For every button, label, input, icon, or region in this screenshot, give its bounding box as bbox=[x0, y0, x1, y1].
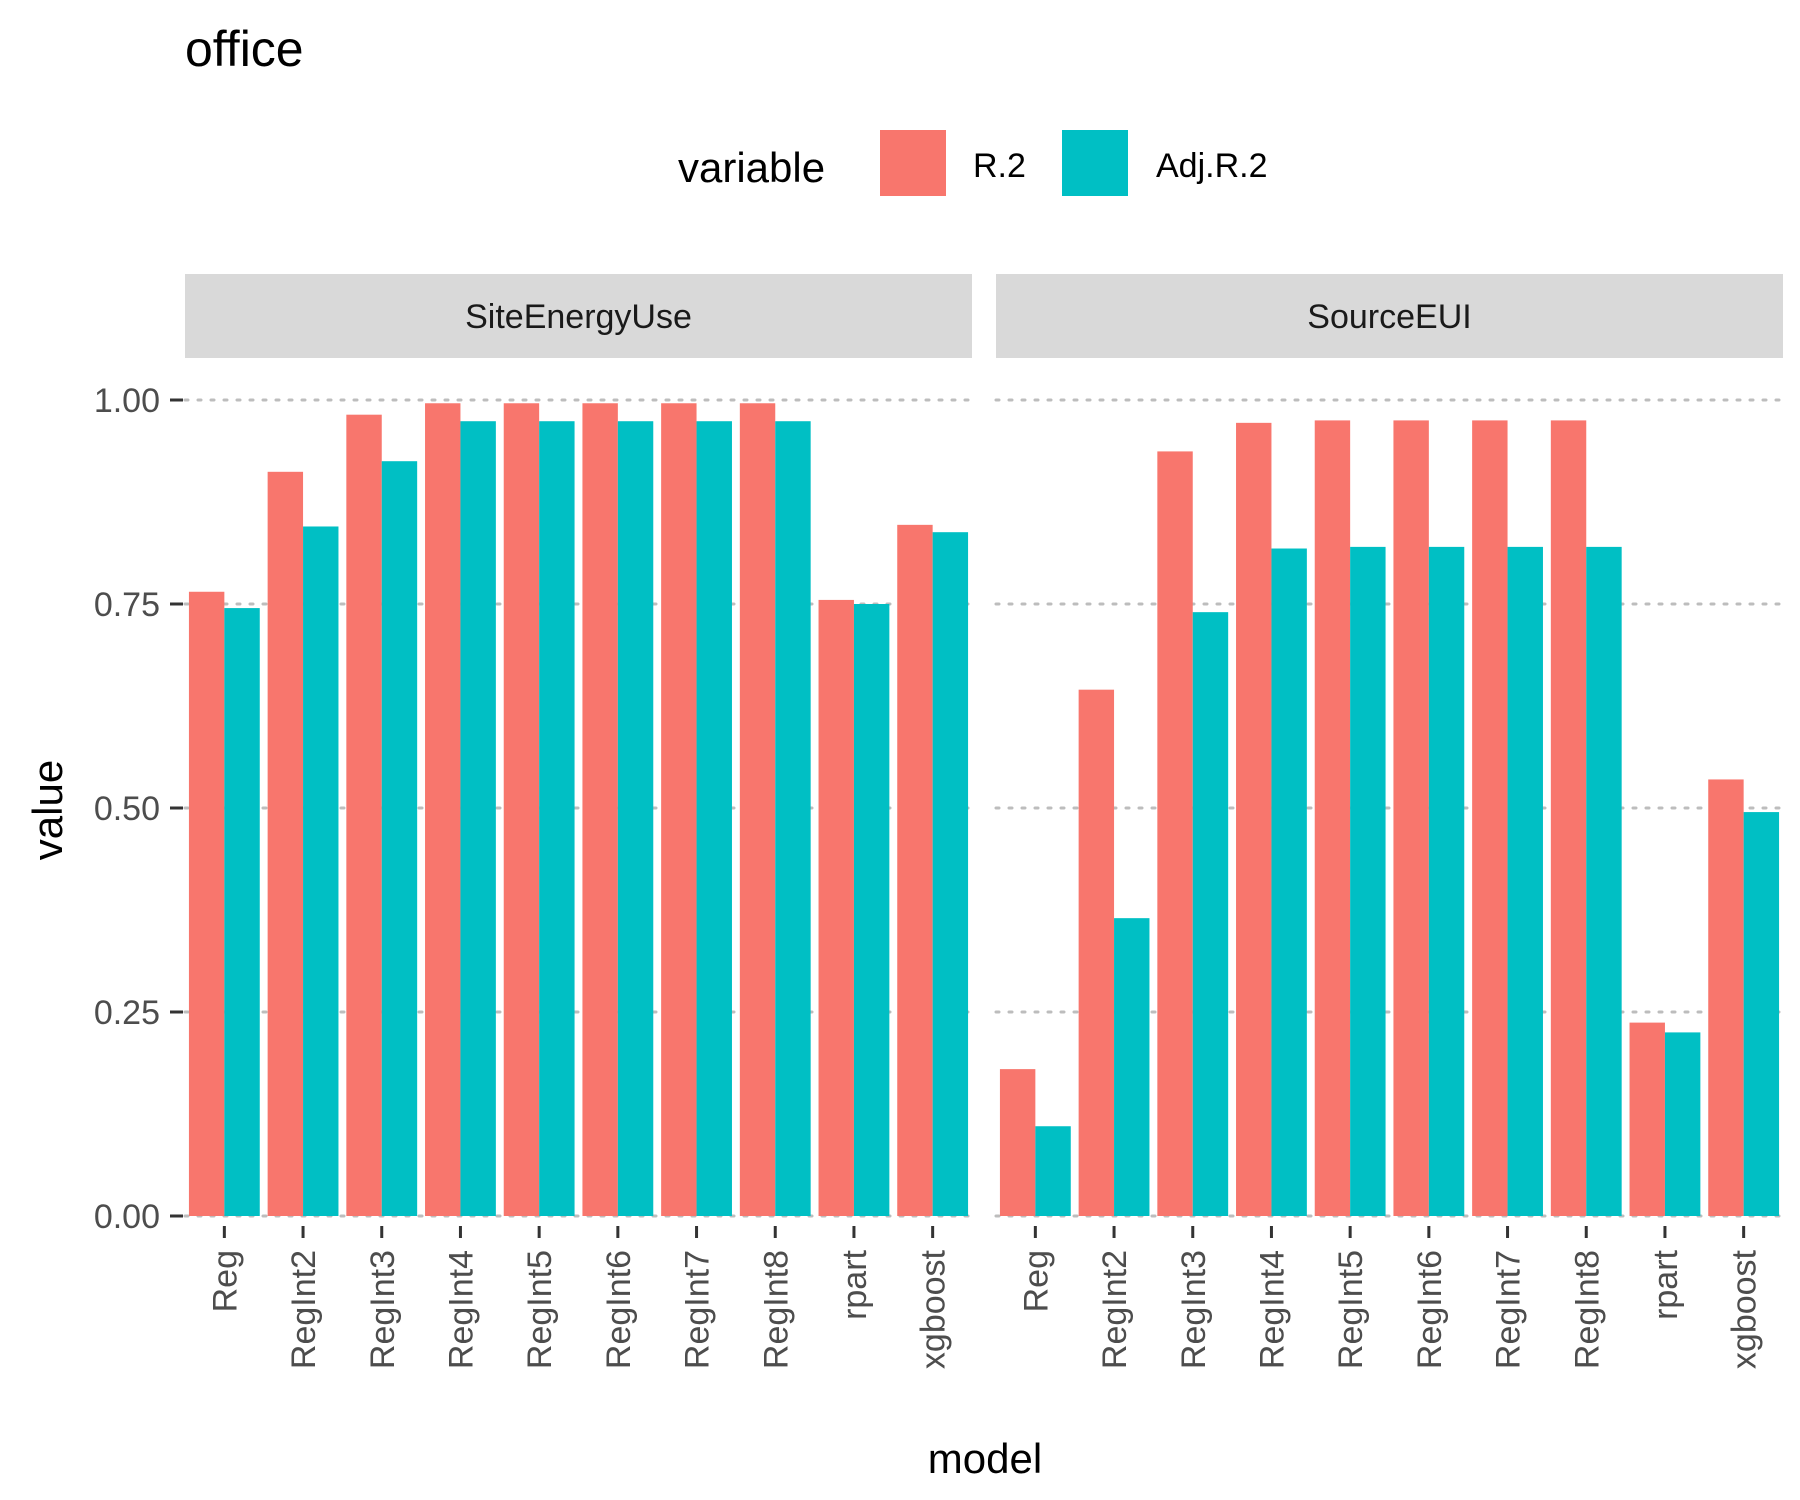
x-tick-label: RegInt4 bbox=[442, 1250, 480, 1369]
bar bbox=[1350, 546, 1386, 1216]
y-tick-label: 0.00 bbox=[94, 1198, 160, 1236]
legend-label-adj-r2: Adj.R.2 bbox=[1156, 147, 1268, 185]
chart-title: office bbox=[185, 21, 304, 77]
facet-strip bbox=[996, 274, 1783, 358]
legend-swatch-adj-r2 bbox=[1062, 130, 1128, 196]
x-tick-label: RegInt8 bbox=[1568, 1250, 1606, 1369]
bar bbox=[1664, 1032, 1701, 1216]
bar bbox=[661, 403, 697, 1216]
bar bbox=[696, 421, 732, 1216]
facets: SiteEnergyUse Reg RegInt2 RegInt3 RegInt4 Reg… bbox=[183, 274, 1785, 1369]
bar bbox=[1192, 612, 1229, 1216]
x-tick-label: RegInt6 bbox=[600, 1250, 638, 1369]
bar bbox=[1743, 812, 1780, 1216]
x-tick-label: rpart bbox=[1647, 1249, 1685, 1319]
bar bbox=[346, 414, 382, 1216]
x-tick-label: RegInt3 bbox=[364, 1250, 402, 1369]
bar bbox=[1629, 1022, 1665, 1216]
bar bbox=[381, 461, 418, 1216]
y-axis: 0.00 0.25 0.50 0.75 1.00 bbox=[94, 382, 183, 1236]
x-tick-label: Reg bbox=[206, 1250, 244, 1312]
legend-title: variable bbox=[678, 144, 825, 191]
x-tick-label: xgboost bbox=[1726, 1249, 1764, 1369]
bar bbox=[818, 599, 854, 1216]
bar bbox=[1708, 779, 1744, 1216]
facet-panel: SourceEUI Reg RegInt2 RegInt3 RegInt4 RegInt5… bbox=[994, 274, 1785, 1369]
bar bbox=[1035, 1126, 1071, 1216]
bar bbox=[1271, 548, 1307, 1216]
x-tick-label: RegInt7 bbox=[1490, 1250, 1528, 1369]
bar bbox=[1078, 689, 1115, 1216]
bar bbox=[1114, 918, 1150, 1216]
bar bbox=[582, 403, 618, 1216]
bar bbox=[1507, 546, 1543, 1216]
bar bbox=[460, 421, 496, 1216]
bar bbox=[1157, 451, 1193, 1217]
y-tick-label: 0.25 bbox=[94, 994, 160, 1032]
bar bbox=[897, 524, 933, 1216]
bar bbox=[1428, 546, 1465, 1216]
bar bbox=[1314, 420, 1351, 1216]
x-tick-label: RegInt5 bbox=[521, 1250, 559, 1369]
bar bbox=[617, 421, 654, 1216]
legend-swatch-r2 bbox=[880, 130, 946, 196]
bar bbox=[503, 403, 540, 1216]
legend-label-r2: R.2 bbox=[973, 147, 1026, 185]
bar bbox=[1472, 420, 1508, 1216]
bar bbox=[1550, 420, 1587, 1216]
bar bbox=[224, 608, 260, 1216]
bar bbox=[303, 526, 339, 1216]
x-axis-title: model bbox=[928, 1435, 1042, 1482]
facet-strip bbox=[185, 274, 972, 358]
x-tick-label: RegInt7 bbox=[679, 1250, 717, 1369]
bar bbox=[999, 1069, 1036, 1216]
facet-strip-label: SourceEUI bbox=[1307, 298, 1471, 336]
bar bbox=[425, 403, 461, 1216]
x-tick-label: RegInt5 bbox=[1332, 1250, 1370, 1369]
y-tick-label: 0.50 bbox=[94, 790, 160, 828]
bar bbox=[1393, 420, 1429, 1216]
legend: variable R.2 Adj.R.2 bbox=[678, 130, 1268, 196]
bar bbox=[1236, 422, 1272, 1216]
facet-panel: SiteEnergyUse Reg RegInt2 RegInt3 RegInt4 Reg… bbox=[183, 274, 974, 1369]
facet-strip-label: SiteEnergyUse bbox=[465, 298, 692, 336]
bar bbox=[539, 421, 575, 1216]
x-tick-label: Reg bbox=[1017, 1250, 1055, 1312]
y-tick-label: 1.00 bbox=[94, 382, 160, 420]
bar bbox=[739, 403, 776, 1216]
x-tick-label: RegInt8 bbox=[757, 1250, 795, 1369]
y-tick-label: 0.75 bbox=[94, 586, 160, 624]
x-tick-label: RegInt2 bbox=[285, 1250, 323, 1369]
bar bbox=[1586, 546, 1622, 1216]
x-tick-label: RegInt4 bbox=[1253, 1250, 1291, 1369]
x-tick-label: rpart bbox=[836, 1249, 874, 1319]
bar bbox=[188, 591, 225, 1216]
bar bbox=[853, 604, 890, 1216]
x-tick-label: RegInt3 bbox=[1175, 1250, 1213, 1369]
bar bbox=[267, 471, 304, 1217]
x-tick-label: xgboost bbox=[915, 1249, 953, 1369]
y-axis-title: value bbox=[24, 760, 71, 860]
x-tick-label: RegInt6 bbox=[1411, 1250, 1449, 1369]
bar bbox=[775, 421, 811, 1216]
bar bbox=[932, 532, 969, 1216]
x-tick-label: RegInt2 bbox=[1096, 1250, 1134, 1369]
